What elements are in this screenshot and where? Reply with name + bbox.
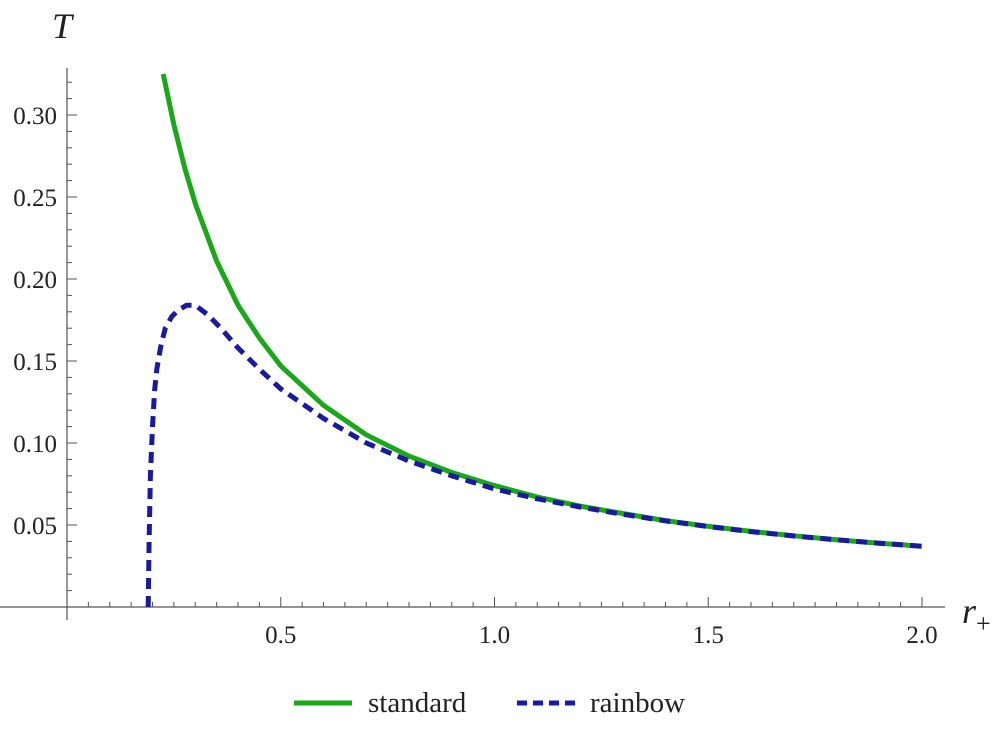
x-axis-label-main: r <box>962 591 977 631</box>
y-tick-label: 0.20 <box>13 267 57 294</box>
x-tick-label: 1.5 <box>693 622 724 649</box>
y-tick-label: 0.05 <box>13 513 57 540</box>
y-axis-label: T <box>52 6 75 46</box>
legend: standard rainbow <box>294 687 685 719</box>
series-line-rainbow <box>145 302 923 608</box>
y-tick-label: 0.10 <box>13 431 57 458</box>
x-tick-label: 1.0 <box>479 622 510 649</box>
legend-label-standard: standard <box>368 687 467 719</box>
series-line-standard <box>160 73 923 549</box>
legend-label-rainbow: rainbow <box>590 687 685 719</box>
x-axis-label: r+ <box>962 591 991 638</box>
y-tick-label: 0.30 <box>13 103 57 130</box>
x-tick-label: 0.5 <box>265 622 296 649</box>
x-axis-label-subscript: + <box>976 609 991 638</box>
axes: 0.5 1.0 1.5 2.0 0.05 0.10 0.15 0.20 0.25 0.30 <box>0 68 945 649</box>
series-layer <box>145 73 923 608</box>
y-tick-label: 0.15 <box>13 349 57 376</box>
y-tick-label: 0.25 <box>13 185 57 212</box>
x-tick-label: 2.0 <box>906 622 937 649</box>
